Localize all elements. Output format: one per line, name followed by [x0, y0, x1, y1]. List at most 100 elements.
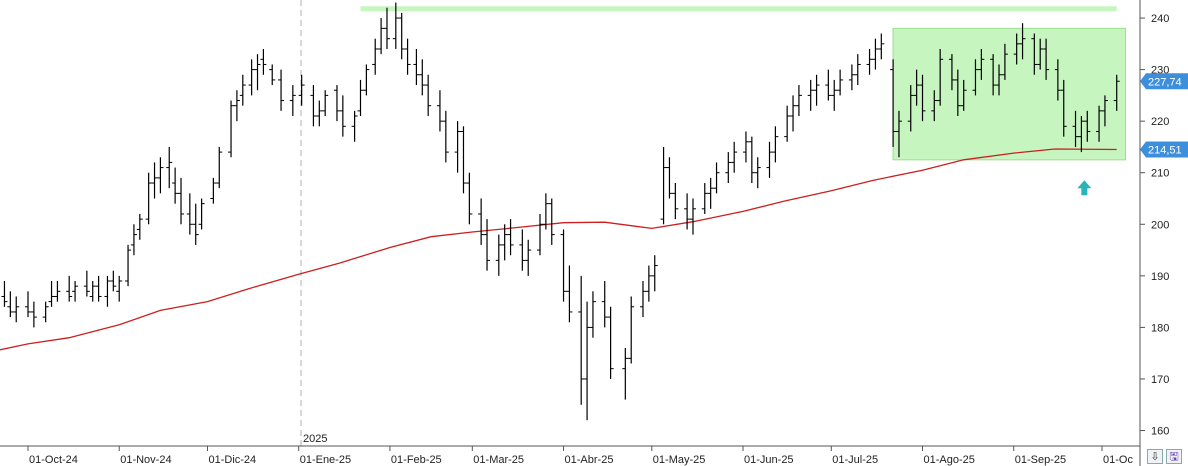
ohlc-bar: [848, 64, 855, 91]
ohlc-bar: [784, 105, 791, 142]
y-tick-label: 160: [1151, 426, 1169, 438]
ohlc-bar: [536, 213, 543, 256]
ohlc-bar: [419, 59, 426, 96]
ohlc-bar: [560, 229, 567, 302]
ohlc-bar: [996, 64, 1003, 96]
ohlc-bar: [254, 54, 261, 91]
ohlc-bar: [95, 275, 102, 302]
moving-average-tag-bg: [1140, 141, 1188, 158]
ohlc-bar: [1084, 110, 1091, 142]
ohlc-bar: [145, 172, 152, 225]
ohlc-bar: [278, 69, 285, 111]
ohlc-bar: [151, 162, 158, 199]
ohlc-bar: [607, 306, 614, 379]
save-button[interactable]: 🖫: [1166, 449, 1182, 464]
ohlc-bar: [931, 90, 938, 122]
ohlc-bar: [954, 69, 961, 117]
ohlc-bar: [589, 291, 596, 338]
ohlc-bar: [25, 291, 31, 318]
ohlc-bar: [725, 152, 732, 184]
ohlc-bar: [960, 79, 967, 111]
x-tick-label: 01-Ene-25: [300, 454, 351, 466]
ohlc-bar: [7, 291, 14, 318]
moving-average-tag: 214,51: [1140, 141, 1188, 158]
y-tick-label: 200: [1151, 219, 1169, 231]
ohlc-bar: [372, 38, 379, 75]
y-tick-label: 190: [1151, 271, 1169, 283]
ohlc-bar: [363, 64, 370, 96]
pin-icon: ⇩: [1150, 450, 1160, 463]
price-tags: 227,74 214,51: [1140, 73, 1188, 158]
ohlc-bar: [872, 38, 879, 70]
y-tick-label: 180: [1151, 322, 1169, 334]
ohlc-bar: [689, 198, 696, 235]
ohlc-bar: [622, 348, 629, 400]
ohlc-bar: [186, 193, 193, 235]
ohlc-bar: [383, 7, 390, 49]
ohlc-bar: [333, 85, 340, 122]
ohlc-bar: [339, 95, 346, 137]
ohlc-bar: [731, 141, 738, 173]
ohlc-bar: [1113, 74, 1120, 111]
resistance-line: [360, 6, 1117, 12]
ohlc-bar: [239, 74, 246, 106]
ohlc-bar: [413, 48, 420, 86]
y-tick-label: 220: [1151, 116, 1169, 128]
ohlc-bar: [601, 281, 608, 328]
ohlc-bar: [42, 301, 49, 323]
ohlc-bar: [766, 141, 773, 178]
ohlc-bar: [269, 64, 276, 86]
ohlc-bar: [878, 33, 885, 60]
ohlc-bar: [837, 69, 844, 96]
ohlc-bar: [322, 90, 329, 117]
ohlc-bar: [1054, 59, 1061, 101]
ohlc-bar: [298, 74, 305, 106]
ohlc-bar: [466, 172, 473, 225]
ohlc-bars-layer: [1, 2, 1120, 421]
ohlc-bar: [166, 146, 173, 189]
ohlc-bar: [742, 131, 749, 163]
ohlc-bar: [913, 69, 920, 106]
ohlc-bar: [172, 167, 179, 204]
pin-button[interactable]: ⇩: [1147, 449, 1163, 464]
ohlc-bar: [578, 275, 585, 405]
ohlc-bar: [645, 265, 652, 302]
range-box: [892, 27, 1127, 161]
ohlc-bar: [48, 281, 55, 307]
ohlc-bar: [392, 2, 399, 49]
ohlc-bar: [1019, 23, 1026, 60]
x-tick-label: 01-Mar-25: [473, 454, 524, 466]
ohlc-bar: [378, 18, 385, 55]
ohlc-bar: [248, 59, 255, 96]
ohlc-bar: [807, 79, 814, 111]
ohlc-bar: [584, 301, 591, 421]
ohlc-bar: [713, 162, 720, 194]
overlay-layer: [360, 6, 1127, 196]
ohlc-bar: [316, 100, 323, 127]
ohlc-bar: [990, 54, 997, 96]
ohlc-bar: [228, 100, 235, 158]
ohlc-bar: [948, 54, 955, 91]
x-tick-label: 01-Dic-24: [208, 454, 256, 466]
ohlc-bar: [507, 219, 514, 256]
ohlc-bar: [854, 54, 861, 86]
ohlc-bar: [972, 59, 979, 96]
ohlc-bar: [216, 146, 223, 189]
year-label: 2025: [303, 433, 327, 445]
ohlc-bar: [478, 198, 485, 245]
ohlc-bar: [790, 95, 797, 132]
ohlc-bar: [125, 244, 132, 287]
y-tick-label: 170: [1151, 374, 1169, 386]
ohlc-bar: [907, 85, 914, 132]
last-price-tag-text: 227,74: [1148, 76, 1182, 88]
y-tick-label: 210: [1151, 168, 1169, 180]
x-tick-label: 01-Nov-24: [120, 454, 171, 466]
ohlc-bar: [666, 157, 673, 199]
ohlc-bar: [104, 275, 111, 307]
ohlc-bar: [1072, 110, 1079, 147]
ohlc-bar: [83, 270, 90, 297]
x-tick-label: 01-Oc: [1103, 454, 1133, 466]
ohlc-bar: [978, 48, 985, 80]
ohlc-bar: [1101, 95, 1108, 127]
